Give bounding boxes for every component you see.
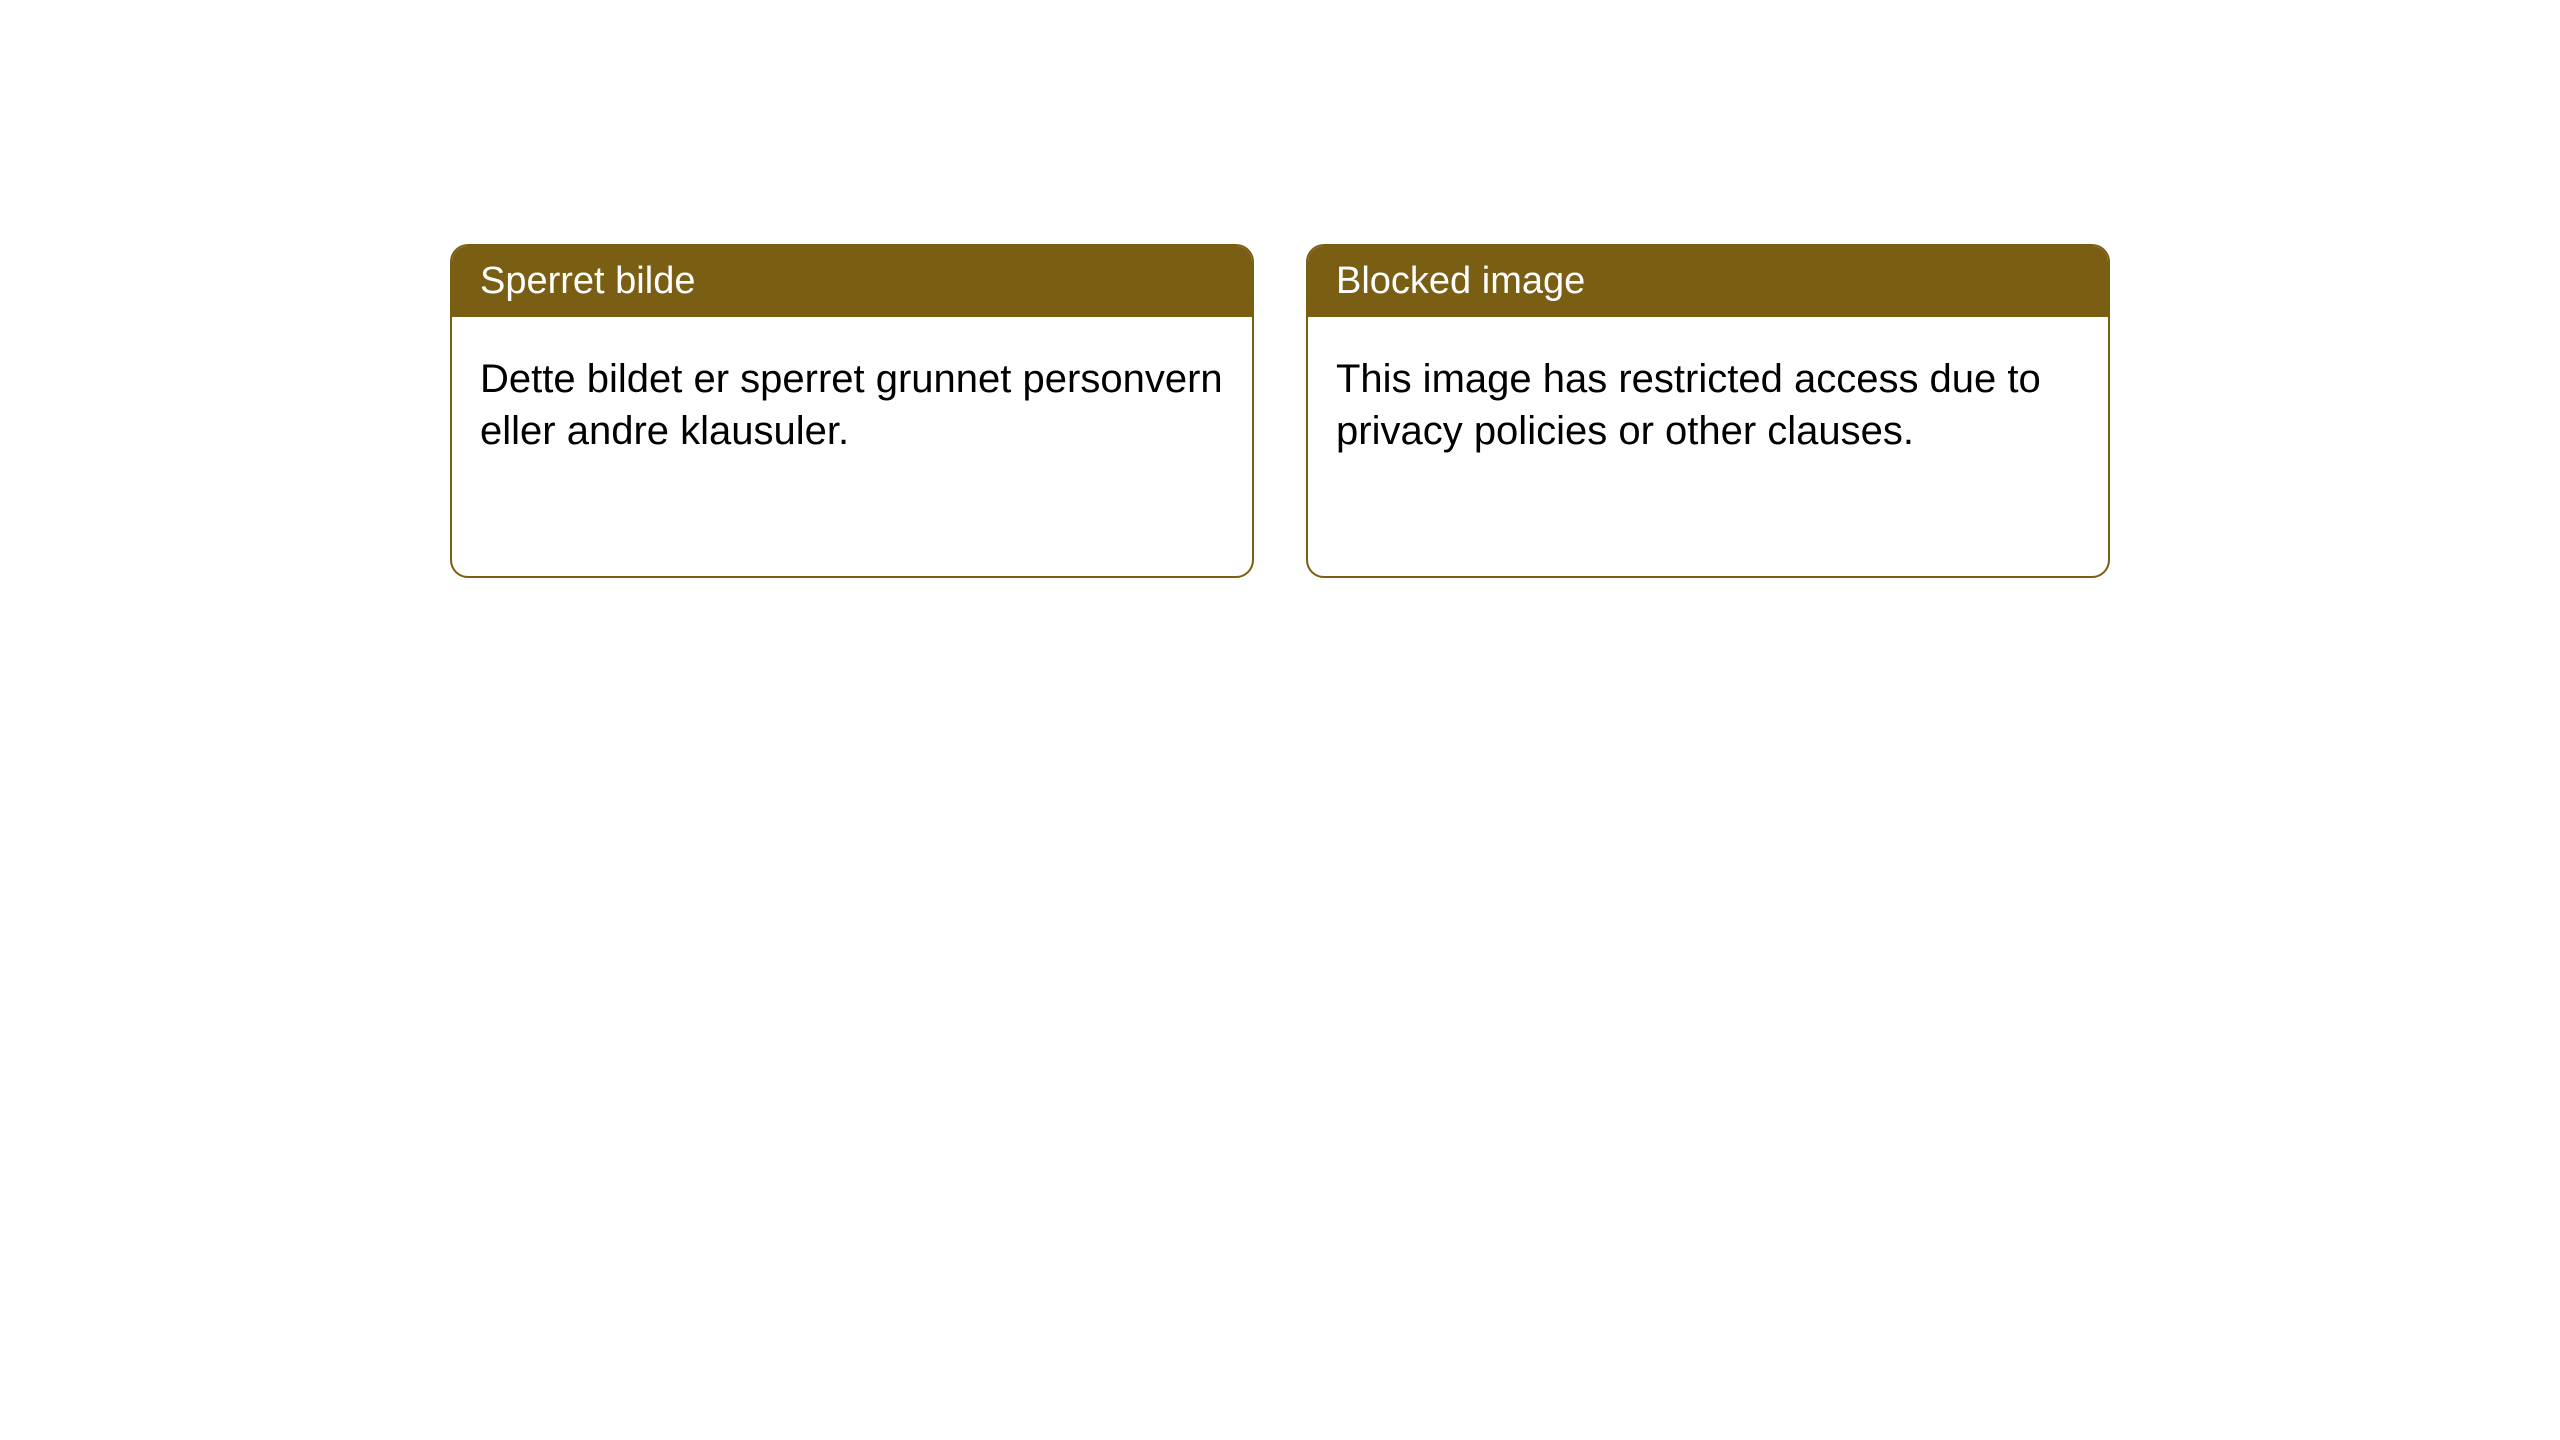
card-english: Blocked image This image has restricted … [1306, 244, 2110, 578]
card-title: Blocked image [1336, 260, 1585, 302]
card-text: Dette bildet er sperret grunnet personve… [480, 357, 1223, 453]
card-body-english: This image has restricted access due to … [1308, 317, 2108, 493]
card-header-english: Blocked image [1308, 246, 2108, 317]
card-text: This image has restricted access due to … [1336, 357, 2041, 453]
card-container: Sperret bilde Dette bildet er sperret gr… [450, 244, 2110, 578]
card-header-norwegian: Sperret bilde [452, 246, 1252, 317]
card-body-norwegian: Dette bildet er sperret grunnet personve… [452, 317, 1252, 493]
card-norwegian: Sperret bilde Dette bildet er sperret gr… [450, 244, 1254, 578]
card-title: Sperret bilde [480, 260, 695, 302]
